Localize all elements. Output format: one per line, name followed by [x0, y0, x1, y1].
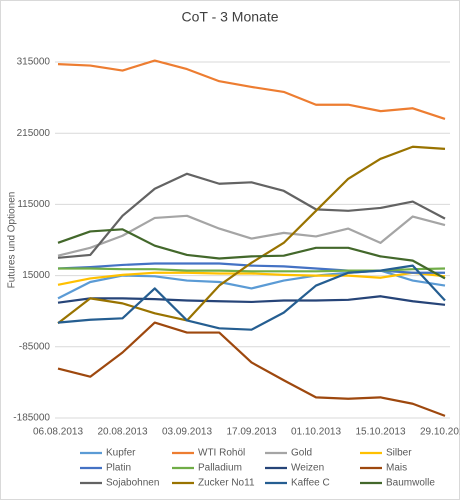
x-tick-label: 15.10.2013	[355, 427, 405, 438]
legend-label: Kupfer	[106, 448, 136, 459]
legend-label: Silber	[386, 448, 412, 459]
series-line	[57, 172, 446, 259]
legend-label: Zucker No11	[198, 478, 255, 489]
legend-label: Mais	[386, 463, 407, 474]
x-tick-label: 03.09.2013	[162, 427, 212, 438]
legend-label: Kaffee C	[291, 478, 330, 489]
series-line	[57, 214, 446, 257]
y-tick-label: 315000	[17, 57, 51, 68]
legend-label: Platin	[106, 463, 131, 474]
x-tick-label: 01.10.2013	[291, 427, 341, 438]
x-tick-label: 06.08.2013	[33, 427, 83, 438]
series-line	[57, 59, 446, 121]
y-tick-label: -185000	[13, 413, 50, 424]
x-tick-label: 17.09.2013	[226, 427, 276, 438]
chart-title: CoT - 3 Monate	[181, 9, 278, 25]
legend-label: Palladium	[198, 463, 242, 474]
x-tick-label: 20.08.2013	[97, 427, 147, 438]
y-axis-title: Futures und Optionen	[7, 192, 18, 289]
y-tick-label: -85000	[19, 341, 51, 352]
y-tick-label: 215000	[17, 128, 51, 139]
legend-label: Gold	[291, 448, 312, 459]
y-tick-label: 115000	[17, 199, 50, 210]
legend-label: WTI Rohöl	[198, 448, 245, 459]
legend-label: Baumwolle	[386, 478, 435, 489]
series-line	[57, 145, 446, 325]
series-line	[57, 264, 446, 331]
legend-label: Weizen	[291, 463, 324, 474]
x-tick-label: 29.10.2013	[420, 427, 460, 438]
series-line	[57, 321, 446, 417]
y-tick-label: 15000	[22, 270, 50, 281]
series-line	[57, 271, 446, 286]
series-line	[57, 295, 446, 306]
legend-label: Sojabohnen	[106, 478, 159, 489]
series-line	[57, 228, 446, 280]
